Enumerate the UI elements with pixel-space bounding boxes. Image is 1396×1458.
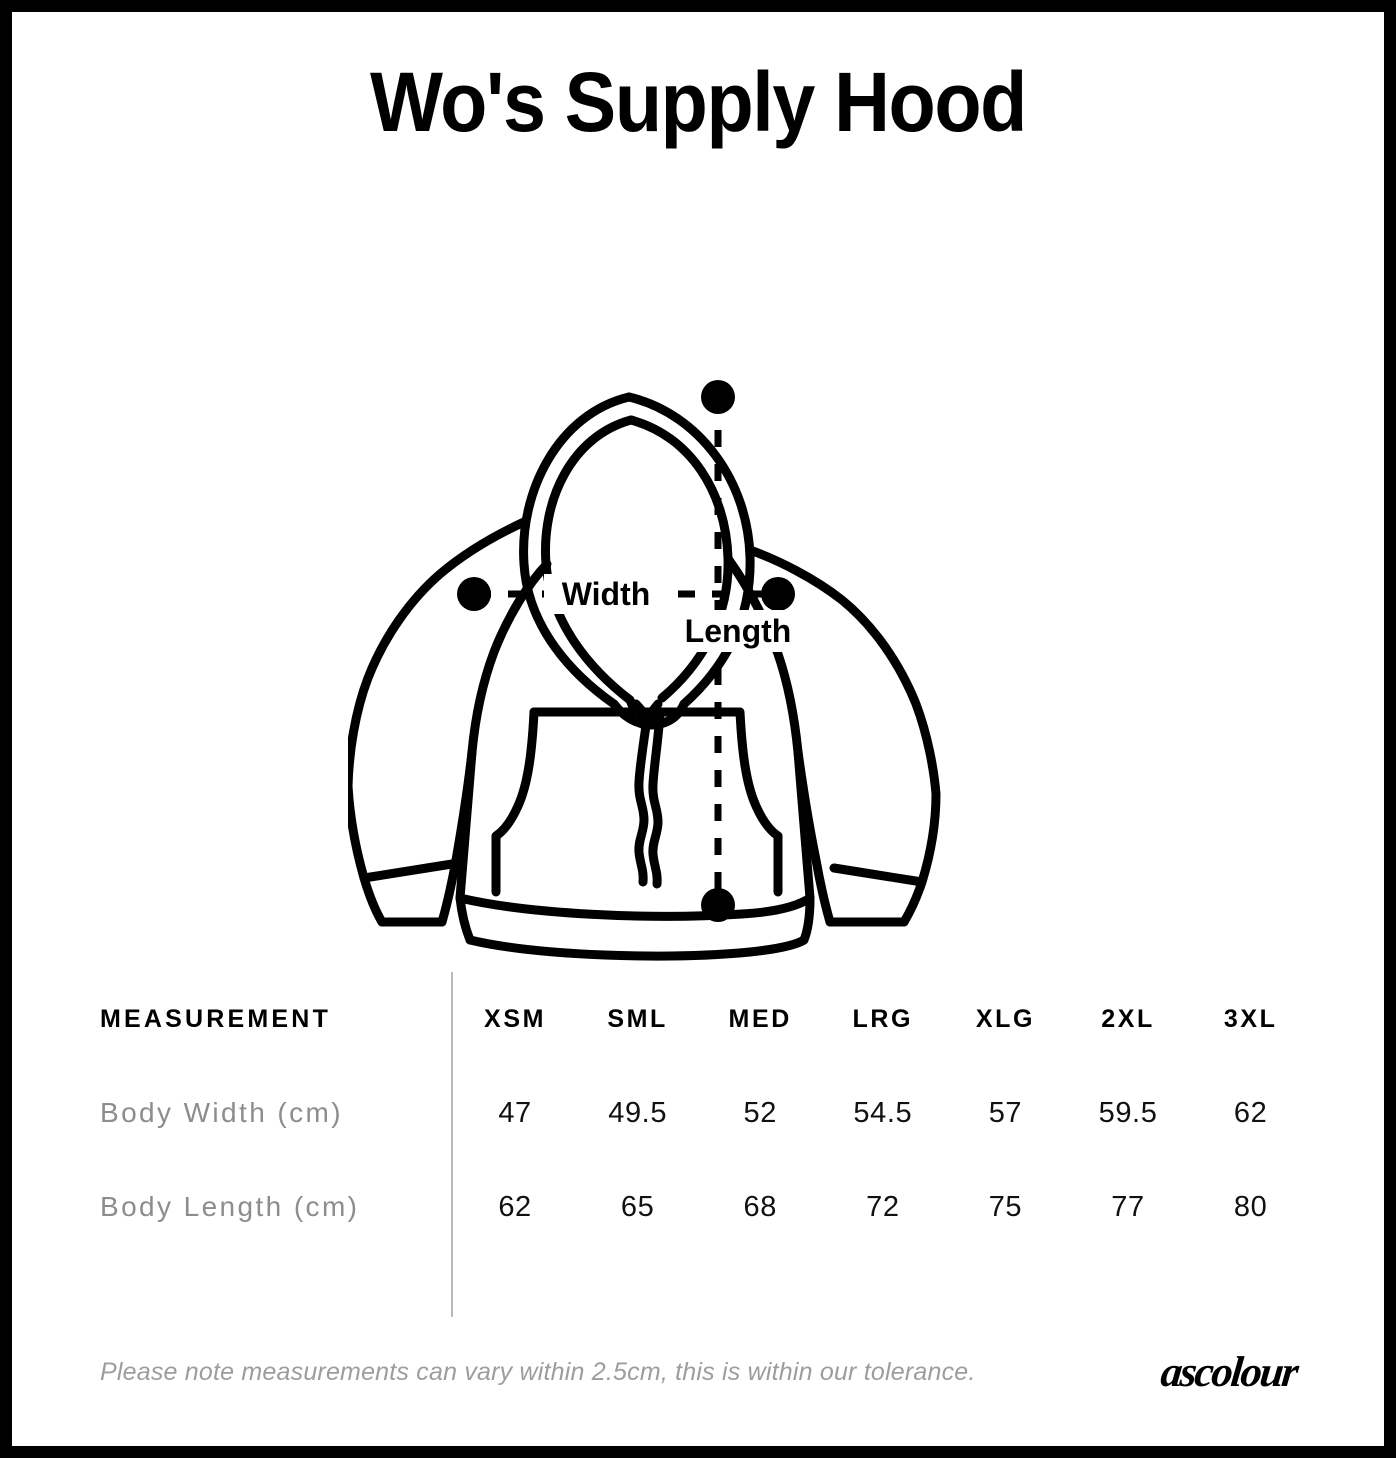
cell-value: 52 <box>743 1096 777 1129</box>
hood-inner-right <box>626 415 733 703</box>
cell-body-length-2xl: 77 <box>1067 1160 1190 1254</box>
header-size-cell-med: MED <box>699 972 822 1066</box>
cuff-seam-left <box>359 859 457 883</box>
hem-band-top <box>455 893 815 921</box>
raglan-seam-left <box>467 559 552 757</box>
length-label: Length <box>685 613 792 649</box>
cell-value: 77 <box>1111 1190 1145 1223</box>
header-measurement-label: MEASUREMENT <box>100 1004 332 1033</box>
sleeve-outer-right <box>899 789 941 927</box>
header-size-cell-2xl: 2XL <box>1067 972 1190 1066</box>
cell-value: 75 <box>988 1190 1023 1223</box>
cell-value: 62 <box>1233 1096 1268 1129</box>
cell-body-length-xlg: 75 <box>944 1160 1067 1254</box>
cell-body-width-3xl: 62 <box>1189 1066 1312 1160</box>
ascolour-logo: ascolour <box>1158 1348 1299 1396</box>
row-label: Body Length (cm) <box>100 1191 360 1222</box>
cell-value: 59.5 <box>1098 1096 1158 1129</box>
header-size-cell-xlg: XLG <box>944 972 1067 1066</box>
cell-body-length-lrg: 72 <box>822 1160 945 1254</box>
width-label: Width <box>562 576 651 612</box>
cell-value: 65 <box>620 1190 655 1223</box>
measurement-labels: Width Length <box>544 574 806 652</box>
cell-body-width-lrg: 54.5 <box>822 1066 945 1160</box>
hem-bottom <box>465 935 809 961</box>
header-size-cell-sml: SML <box>576 972 699 1066</box>
pocket-right-edge <box>529 707 783 897</box>
header-size-label: SML <box>607 1004 668 1033</box>
table-header-row: MEASUREMENT XSM SML MED LRG XL <box>100 972 1312 1066</box>
width-dot-left <box>457 577 491 611</box>
measurement-endpoints <box>457 380 795 922</box>
length-label-bg <box>666 610 806 652</box>
length-dot-bottom <box>701 888 735 922</box>
header-size-label: LRG <box>852 1004 914 1033</box>
sleeve-inner-left <box>437 747 477 927</box>
pocket-left-edge <box>491 707 539 897</box>
cell-body-length-3xl: 80 <box>1189 1160 1312 1254</box>
footer: Please note measurements can vary within… <box>100 1342 1299 1402</box>
header-size-label: XSM <box>484 1004 547 1033</box>
cell-value: 57 <box>988 1096 1023 1129</box>
row-label-cell: Body Length (cm) <box>100 1160 454 1254</box>
cell-body-width-sml: 49.5 <box>576 1066 699 1160</box>
raglan-seam-right <box>724 555 803 757</box>
header-size-label: MED <box>728 1004 792 1033</box>
drawstring-right <box>648 709 665 889</box>
size-table-container: MEASUREMENT XSM SML MED LRG XL <box>12 972 1384 1322</box>
cell-value: 72 <box>866 1190 900 1223</box>
cell-value: 54.5 <box>853 1096 913 1129</box>
cuff-seam-right <box>829 863 927 887</box>
cell-body-length-sml: 65 <box>576 1160 699 1254</box>
cell-body-width-2xl: 59.5 <box>1067 1066 1190 1160</box>
header-measurement-cell: MEASUREMENT <box>100 972 454 1066</box>
left-shoulder-sleeve-top <box>348 517 529 791</box>
table-row: Body Width (cm) 47 49.5 52 54.5 <box>100 1066 1312 1160</box>
cell-value: 47 <box>498 1096 532 1129</box>
header-size-cell-3xl: 3XL <box>1189 972 1312 1066</box>
drawstring-cross-b <box>637 699 663 729</box>
hoodie-technical-drawing-svg: Width Length <box>348 380 941 961</box>
header-size-label: XLG <box>975 1004 1036 1033</box>
size-table: MEASUREMENT XSM SML MED LRG XL <box>100 972 1312 1254</box>
cell-body-length-xsm: 62 <box>454 1160 577 1254</box>
cell-body-width-med: 52 <box>699 1066 822 1160</box>
cell-value: 49.5 <box>608 1096 668 1129</box>
cell-body-length-med: 68 <box>699 1160 822 1254</box>
cell-value: 80 <box>1233 1190 1268 1223</box>
length-dot-top <box>701 380 735 414</box>
row-label: Body Width (cm) <box>100 1097 343 1128</box>
cell-body-width-xsm: 47 <box>454 1066 577 1160</box>
hood-outer-right <box>624 392 755 709</box>
width-label-bg <box>544 574 668 614</box>
sleeve-outer-left <box>348 781 387 927</box>
hood-outer-left <box>519 392 634 709</box>
cell-body-width-xlg: 57 <box>944 1066 1067 1160</box>
tolerance-note: Please note measurements can vary within… <box>100 1357 976 1386</box>
page-title: Wo's Supply Hood <box>369 55 1027 149</box>
width-dot-right <box>761 577 795 611</box>
table-row: Body Length (cm) 62 65 68 72 7 <box>100 1160 1312 1254</box>
table-vertical-divider <box>451 972 453 1317</box>
hoodie-illustration: Width Length <box>12 192 1384 962</box>
cell-value: 62 <box>498 1190 532 1223</box>
cell-value: 68 <box>743 1190 777 1223</box>
drawstring-left <box>634 707 653 887</box>
header-size-label: 3XL <box>1223 1004 1278 1033</box>
sleeve-inner-right <box>793 747 835 927</box>
row-label-cell: Body Width (cm) <box>100 1066 454 1160</box>
header-size-cell-xsm: XSM <box>454 972 577 1066</box>
header-size-label: 2XL <box>1101 1004 1155 1033</box>
right-shoulder-sleeve-top <box>745 545 941 799</box>
header-size-cell-lrg: LRG <box>822 972 945 1066</box>
